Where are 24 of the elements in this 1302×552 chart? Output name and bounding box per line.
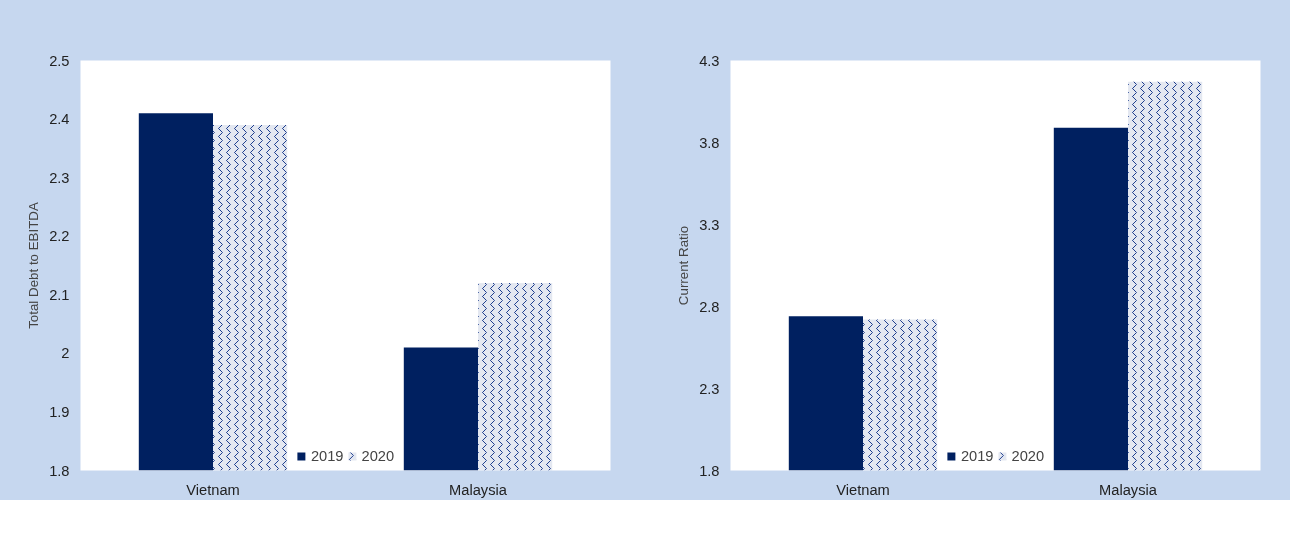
legend-label: 2020 bbox=[361, 448, 395, 464]
y-tick-label: 2.1 bbox=[49, 286, 70, 303]
y-tick-label: 3.8 bbox=[699, 134, 720, 151]
y-axis-title: Current Ratio bbox=[676, 225, 692, 306]
y-tick-label: 2 bbox=[61, 345, 70, 362]
legend-label: 2020 bbox=[1011, 448, 1045, 464]
legend-label: 2019 bbox=[960, 448, 994, 464]
y-axis-title: Total Debt to EBITDA bbox=[26, 202, 42, 329]
y-tick-label: 2.5 bbox=[49, 52, 70, 69]
y-tick-label: 2.3 bbox=[49, 169, 70, 186]
x-tick-label: Vietnam bbox=[186, 481, 240, 498]
y-tick-label: 1.8 bbox=[699, 462, 720, 479]
legend-label: 2019 bbox=[310, 448, 344, 464]
x-tick-label: Vietnam bbox=[836, 481, 890, 498]
x-tick-label: Malaysia bbox=[449, 481, 508, 498]
y-tick-label: 2.8 bbox=[699, 298, 720, 315]
y-tick-label: 2.3 bbox=[699, 380, 720, 397]
y-tick-label: 2.4 bbox=[49, 111, 70, 128]
y-tick-label: 3.3 bbox=[699, 216, 720, 233]
y-tick-label: 2.2 bbox=[49, 228, 70, 245]
x-tick-label: Malaysia bbox=[1099, 481, 1158, 498]
y-tick-label: 4.3 bbox=[699, 52, 720, 69]
y-tick-label: 1.8 bbox=[49, 462, 70, 479]
y-tick-label: 1.9 bbox=[49, 403, 70, 420]
